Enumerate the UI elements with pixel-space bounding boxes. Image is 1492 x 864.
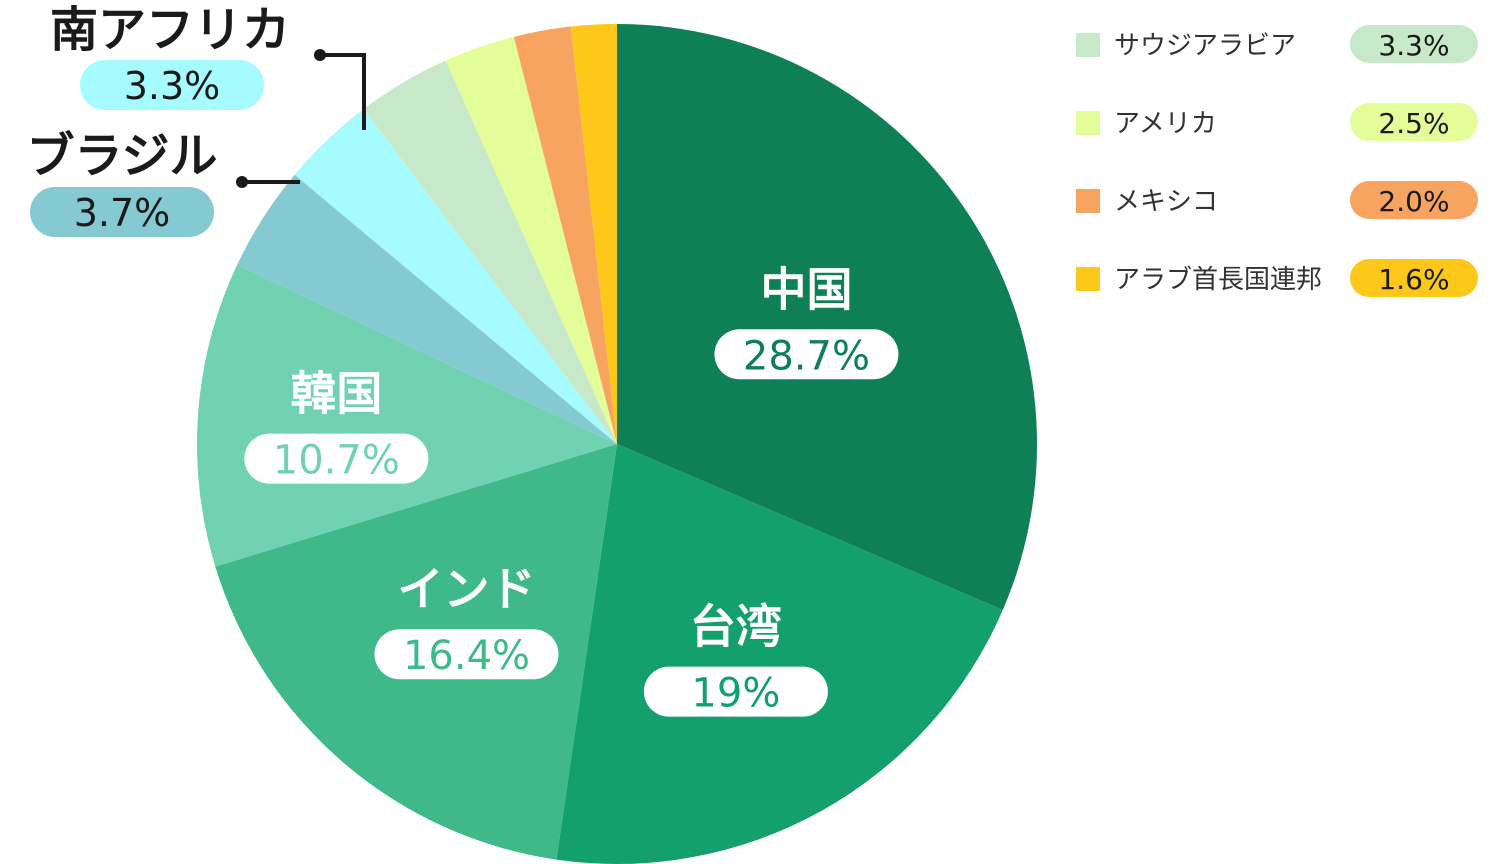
slice-6-legend-label: サウジアラビア [1114,31,1296,61]
slice-0-name: 中国 [760,262,852,316]
slice-5-value-pill [80,60,264,110]
slice-0-wedge [617,24,1038,611]
slice-5-name: 南アフリカ [50,2,290,58]
slice-7-legend-value: 2.5% [1378,107,1449,140]
slice-9-legend-label: アラブ首長国連邦 [1114,265,1322,295]
slice-0-value: 28.7% [743,333,870,379]
slice-3-wedge [197,264,617,567]
slice-1-value: 19% [691,671,780,717]
slice-6-legend-swatch [1076,33,1100,57]
slice-4-leader-dot [236,176,248,188]
slice-4-value: 3.7% [74,191,171,235]
slice-6-wedge [363,60,617,444]
slice-7-legend-pill [1350,103,1478,141]
slice-6-legend-pill [1350,25,1478,63]
slice-9-legend-pill [1350,259,1478,297]
slice-2-value: 16.4% [403,633,530,679]
slice-1-name: 台湾 [690,600,782,654]
slice-9-legend-value: 1.6% [1378,263,1449,296]
slice-8-legend-pill [1350,181,1478,219]
slice-5-value: 3.3% [124,64,221,108]
slice-1-wedge [556,444,1003,864]
slice-4-wedge [237,174,618,444]
slice-8-legend-label: メキシコ [1114,187,1218,217]
slice-7-wedge [445,36,617,444]
slice-5-leader-dot [314,49,326,61]
slice-4-value-pill [30,187,214,237]
slice-3-name: 韓国 [290,367,382,421]
slice-3-value-pill [244,433,429,484]
slice-8-legend-swatch [1076,189,1100,213]
slice-5-leader-line [320,53,366,130]
slice-4-name: ブラジル [26,128,217,184]
slice-1-value-pill [643,666,828,717]
slice-8-wedge [513,26,617,445]
slice-8-legend-value: 2.0% [1378,185,1449,218]
slice-labels: 中国 28.7% 台湾 19% インド 16.4% 韓国 10.7% [244,262,899,717]
slice-2-value-pill [374,629,559,680]
legend: サウジアラビア 3.3% アメリカ 2.5% メキシコ 2.0% アラブ首長国連邦 1.6% [1076,25,1478,297]
slice-7-legend-label: アメリカ [1114,109,1217,139]
slice-2-name: インド [397,562,535,616]
slice-9-wedge [570,24,617,444]
slice-3-value: 10.7% [273,438,400,484]
slice-5-wedge [294,109,617,444]
slice-9-legend-swatch [1076,267,1100,291]
slice-0-value-pill [714,329,899,380]
slice-7-legend-swatch [1076,111,1100,135]
callout-labels: ブラジル 3.7% 南アフリカ 3.3% [26,2,366,237]
slice-6-legend-value: 3.3% [1378,29,1449,62]
